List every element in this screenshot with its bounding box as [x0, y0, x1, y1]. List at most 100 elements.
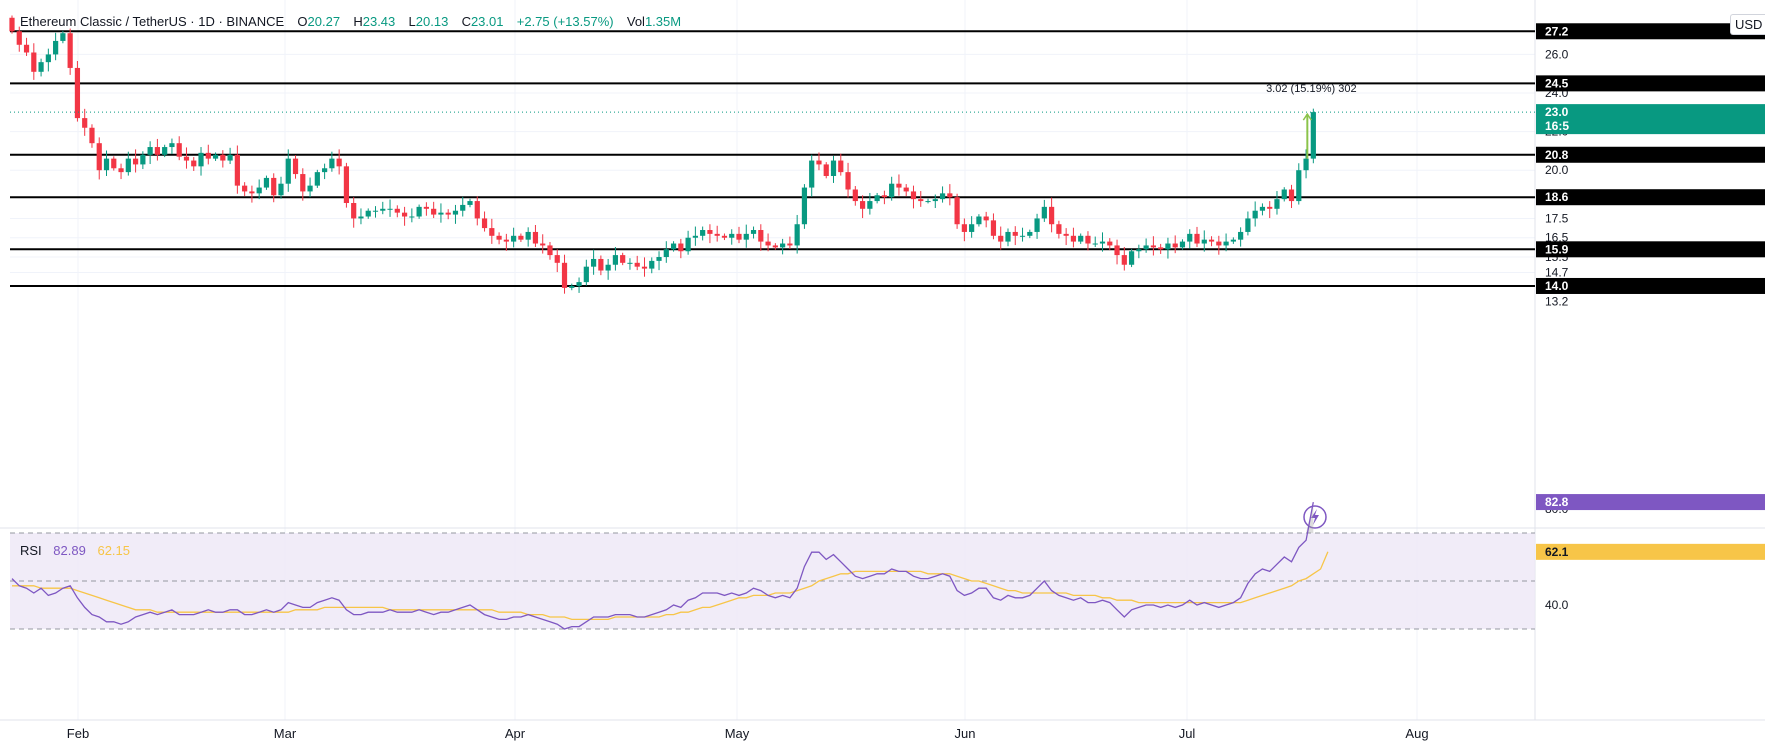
candle	[947, 184, 953, 206]
candle	[598, 255, 604, 276]
candle-body	[889, 183, 895, 198]
candle-body	[220, 154, 226, 161]
candle-body	[743, 233, 749, 240]
candle-body	[278, 183, 284, 196]
candle-body	[794, 224, 800, 246]
candle	[227, 147, 233, 165]
candle	[881, 190, 887, 205]
candle	[591, 249, 597, 275]
candle-body	[1245, 218, 1251, 232]
rsi-value: 82.89	[53, 543, 86, 558]
open-value: 20.27	[307, 14, 341, 29]
change-value: +2.75 (+13.57%)	[516, 14, 614, 29]
candle-body	[9, 17, 15, 32]
currency-selector[interactable]: USD	[1730, 14, 1765, 35]
candle	[1085, 231, 1091, 251]
candle-body	[518, 235, 524, 240]
candle-body	[925, 201, 931, 203]
time-tick-label: Feb	[67, 726, 89, 741]
rsi-label[interactable]: RSI	[20, 543, 42, 558]
volume-label: Vol	[626, 14, 645, 29]
candle-body	[1128, 251, 1135, 265]
candle	[82, 108, 88, 136]
candle	[285, 149, 291, 192]
candle-body	[322, 168, 328, 173]
candle-body	[583, 266, 589, 283]
candle-body	[140, 154, 146, 165]
candle	[634, 255, 640, 271]
candle-body	[154, 147, 160, 155]
candle	[53, 32, 59, 61]
candle-body	[234, 154, 240, 186]
candle-body	[169, 143, 175, 148]
time-tick-label: Jun	[955, 726, 976, 741]
price-tick-label: 26.0	[1545, 47, 1569, 61]
candle	[45, 48, 51, 72]
candle-body	[1027, 231, 1033, 236]
level-badge: 24.5	[1536, 75, 1765, 92]
price-tick-label: 20.0	[1545, 163, 1569, 177]
candle	[874, 192, 880, 204]
candle-body	[1056, 224, 1062, 234]
candle	[990, 213, 997, 240]
candle-body	[714, 233, 720, 236]
candle	[169, 138, 175, 154]
candle-body	[438, 212, 444, 215]
candle-body	[1063, 233, 1069, 236]
candle-body	[1310, 112, 1316, 159]
candle	[1208, 236, 1215, 247]
candle	[438, 203, 444, 223]
candle-body	[89, 127, 95, 144]
candle-body	[532, 231, 539, 244]
candle	[1187, 229, 1193, 249]
price-tick-label: 16.5	[1545, 231, 1569, 245]
candle	[329, 151, 335, 172]
candle	[910, 185, 917, 209]
candle-body	[336, 158, 342, 167]
candle	[830, 155, 837, 183]
candle-body	[256, 187, 262, 194]
candle-body	[561, 262, 568, 288]
candle-body	[1099, 241, 1106, 244]
candle	[409, 208, 415, 223]
rsi-badge-bg	[1536, 494, 1765, 511]
candle	[1034, 213, 1040, 239]
candle-body	[1179, 241, 1186, 248]
candle-body	[271, 177, 277, 196]
candle	[256, 179, 262, 200]
candle	[969, 216, 975, 238]
candle	[343, 162, 350, 208]
candle	[1019, 227, 1026, 242]
level-badge: 20.8	[1536, 146, 1765, 163]
rsi-line	[11, 501, 1314, 630]
candle	[496, 232, 502, 245]
candle-body	[1172, 243, 1178, 248]
candles	[9, 15, 1316, 294]
candle-body	[365, 210, 371, 217]
level-badge-label: 18.6	[1545, 190, 1569, 204]
candle	[1041, 199, 1047, 222]
candle-body	[285, 158, 291, 184]
candle	[569, 283, 575, 291]
candle-body	[765, 241, 771, 246]
candle	[1252, 201, 1258, 227]
symbol-title[interactable]: Ethereum Classic / TetherUS · 1D · BINAN…	[20, 14, 285, 29]
candle	[685, 230, 691, 255]
candle-body	[1201, 239, 1207, 244]
candle-body	[816, 160, 822, 165]
candle-body	[292, 158, 299, 175]
candle	[859, 195, 866, 219]
candle	[649, 257, 655, 274]
candle-body	[700, 230, 706, 236]
candle-body	[620, 255, 626, 263]
candle	[1099, 232, 1106, 252]
candle-body	[67, 33, 73, 68]
candle-body	[423, 206, 429, 209]
candle	[540, 234, 546, 254]
candle	[1063, 228, 1069, 246]
level-badge: 18.6	[1536, 189, 1765, 206]
candle-body	[125, 158, 131, 173]
candle-body	[1208, 239, 1215, 242]
